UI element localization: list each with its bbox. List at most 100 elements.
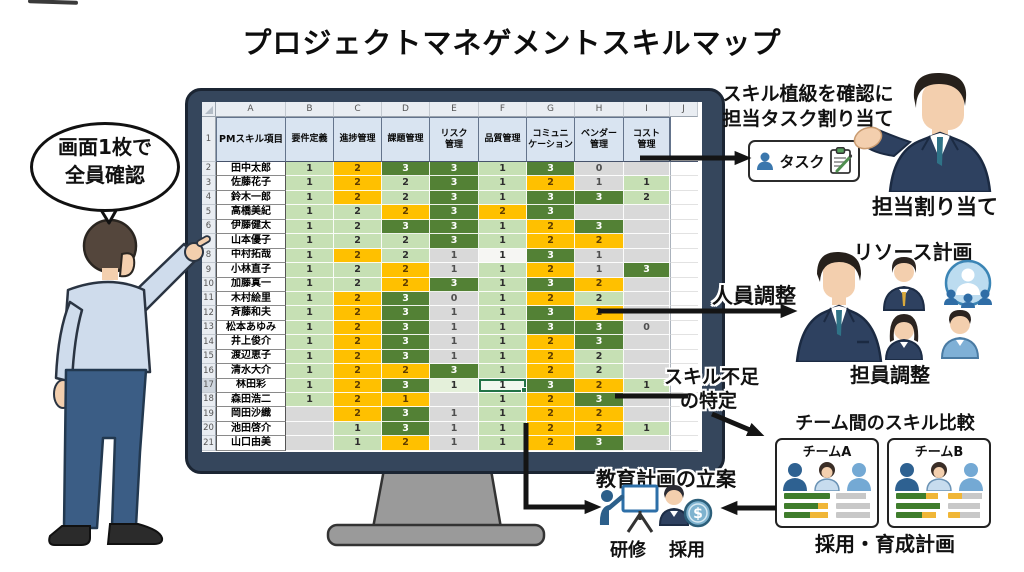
skill-value-cell[interactable]: 1 bbox=[286, 219, 334, 235]
skill-value-cell[interactable]: 3 bbox=[527, 190, 575, 206]
skill-value-cell[interactable]: 3 bbox=[430, 205, 479, 220]
skill-value-cell[interactable]: 1 bbox=[286, 176, 334, 191]
member-name-cell[interactable]: 森田浩二 bbox=[216, 393, 286, 408]
sheet-empty-cell[interactable] bbox=[670, 234, 698, 249]
skill-value-cell[interactable]: 3 bbox=[382, 306, 430, 321]
sheet-empty-cell[interactable] bbox=[670, 421, 698, 437]
skill-value-cell[interactable]: 2 bbox=[382, 248, 430, 264]
skill-value-cell[interactable]: 2 bbox=[527, 349, 575, 365]
skill-value-cell[interactable] bbox=[624, 234, 670, 249]
sheet-empty-cell[interactable] bbox=[670, 291, 698, 307]
skill-value-cell[interactable]: 1 bbox=[430, 421, 479, 437]
skill-value-cell[interactable] bbox=[430, 393, 479, 408]
skill-value-cell[interactable]: 1 bbox=[430, 349, 479, 365]
skill-value-cell[interactable]: 2 bbox=[382, 190, 430, 206]
skill-value-cell[interactable]: 1 bbox=[479, 393, 527, 408]
skill-value-cell[interactable]: 3 bbox=[430, 277, 479, 292]
skill-value-cell[interactable]: 1 bbox=[575, 248, 624, 264]
skill-value-cell[interactable]: 2 bbox=[527, 436, 575, 451]
skill-value-cell[interactable]: 3 bbox=[575, 393, 624, 408]
member-name-cell[interactable]: 加藤真一 bbox=[216, 277, 286, 292]
skill-value-cell[interactable]: 2 bbox=[527, 176, 575, 191]
skill-value-cell[interactable]: 3 bbox=[430, 234, 479, 249]
skill-value-cell[interactable]: 1 bbox=[286, 393, 334, 408]
task-card[interactable]: タスク bbox=[748, 140, 860, 182]
member-name-cell[interactable]: 岡田沙織 bbox=[216, 407, 286, 422]
skill-value-cell[interactable]: 1 bbox=[479, 364, 527, 379]
skill-value-cell[interactable]: 2 bbox=[527, 234, 575, 249]
skill-value-cell[interactable]: 1 bbox=[479, 176, 527, 191]
skill-value-cell[interactable]: 3 bbox=[382, 291, 430, 307]
skill-value-cell[interactable]: 1 bbox=[479, 263, 527, 278]
sheet-empty-cell[interactable] bbox=[670, 320, 698, 336]
skill-value-cell[interactable] bbox=[624, 436, 670, 451]
member-name-cell[interactable]: 中村拓哉 bbox=[216, 248, 286, 264]
sheet-row-number[interactable]: 5 bbox=[202, 205, 216, 220]
skill-value-cell[interactable]: 1 bbox=[479, 421, 527, 437]
skill-value-cell[interactable]: 2 bbox=[382, 364, 430, 379]
skill-value-cell[interactable]: 0 bbox=[430, 291, 479, 307]
select-all-corner[interactable] bbox=[202, 102, 216, 117]
skill-value-cell[interactable]: 3 bbox=[575, 335, 624, 350]
skill-value-cell[interactable]: 3 bbox=[430, 162, 479, 177]
sheet-empty-cell[interactable] bbox=[670, 205, 698, 220]
skill-value-cell[interactable]: 2 bbox=[334, 407, 382, 422]
member-name-cell[interactable]: 高橋美紀 bbox=[216, 205, 286, 220]
skill-value-cell[interactable]: 2 bbox=[624, 190, 670, 206]
skill-value-cell[interactable]: 2 bbox=[334, 162, 382, 177]
skill-value-cell[interactable]: 1 bbox=[286, 234, 334, 249]
member-name-cell[interactable]: 井上俊介 bbox=[216, 335, 286, 350]
skill-value-cell[interactable]: 2 bbox=[575, 407, 624, 422]
skill-value-cell[interactable]: 3 bbox=[382, 162, 430, 177]
skill-value-cell[interactable]: 2 bbox=[334, 277, 382, 292]
skill-value-cell[interactable]: 3 bbox=[382, 320, 430, 336]
sheet-empty-cell[interactable] bbox=[670, 162, 698, 177]
skill-value-cell[interactable]: 1 bbox=[286, 335, 334, 350]
sheet-row-number[interactable]: 15 bbox=[202, 349, 216, 365]
sheet-row-number[interactable]: 3 bbox=[202, 176, 216, 191]
skill-value-cell[interactable]: 1 bbox=[286, 263, 334, 278]
skill-value-cell[interactable]: 2 bbox=[334, 349, 382, 365]
sheet-header-cell[interactable]: 進捗管理 bbox=[334, 117, 382, 162]
member-name-cell[interactable]: 林田彩 bbox=[216, 378, 286, 393]
sheet-row-number[interactable]: 17 bbox=[202, 378, 216, 393]
skill-value-cell[interactable]: 3 bbox=[575, 190, 624, 206]
skill-value-cell[interactable]: 2 bbox=[575, 421, 624, 437]
skill-value-cell[interactable]: 2 bbox=[527, 335, 575, 350]
skill-value-cell[interactable]: 1 bbox=[334, 436, 382, 451]
skill-value-cell[interactable]: 3 bbox=[430, 219, 479, 235]
skill-value-cell[interactable]: 3 bbox=[382, 421, 430, 437]
sheet-empty-cell[interactable] bbox=[670, 364, 698, 379]
member-name-cell[interactable]: 斉藤和夫 bbox=[216, 306, 286, 321]
sheet-empty-cell[interactable] bbox=[670, 248, 698, 264]
sheet-header-cell[interactable]: 要件定義 bbox=[286, 117, 334, 162]
member-name-cell[interactable]: 松本あゆみ bbox=[216, 320, 286, 336]
sheet-row-number[interactable]: 19 bbox=[202, 407, 216, 422]
skill-value-cell[interactable]: 3 bbox=[575, 320, 624, 336]
sheet-row-number[interactable]: 16 bbox=[202, 364, 216, 379]
sheet-column-letter[interactable]: D bbox=[382, 102, 430, 117]
skill-value-cell[interactable]: 3 bbox=[575, 219, 624, 235]
skill-value-cell[interactable]: 1 bbox=[286, 277, 334, 292]
sheet-header-cell[interactable]: リスク 管理 bbox=[430, 117, 479, 162]
skill-value-cell[interactable]: 2 bbox=[575, 364, 624, 379]
sheet-empty-cell[interactable] bbox=[670, 219, 698, 235]
skill-value-cell[interactable]: 1 bbox=[479, 162, 527, 177]
member-name-cell[interactable]: 渡辺恵子 bbox=[216, 349, 286, 365]
skill-value-cell[interactable]: 1 bbox=[624, 378, 670, 393]
skill-value-cell[interactable] bbox=[624, 291, 670, 307]
sheet-empty-cell[interactable] bbox=[670, 263, 698, 278]
skill-value-cell[interactable]: 1 bbox=[286, 364, 334, 379]
sheet-row-number[interactable]: 6 bbox=[202, 219, 216, 235]
skill-value-cell[interactable]: 3 bbox=[527, 277, 575, 292]
sheet-row-number[interactable]: 11 bbox=[202, 291, 216, 307]
member-name-cell[interactable]: 山口由美 bbox=[216, 436, 286, 451]
skill-value-cell[interactable] bbox=[624, 277, 670, 292]
skill-value-cell[interactable]: 1 bbox=[286, 349, 334, 365]
skill-value-cell[interactable]: 1 bbox=[575, 176, 624, 191]
sheet-header-cell[interactable]: コミュニ ケーション bbox=[527, 117, 575, 162]
skill-value-cell[interactable]: 0 bbox=[624, 320, 670, 336]
skill-value-cell[interactable]: 3 bbox=[527, 320, 575, 336]
skill-value-cell[interactable]: 2 bbox=[334, 393, 382, 408]
skill-value-cell[interactable]: 2 bbox=[382, 176, 430, 191]
